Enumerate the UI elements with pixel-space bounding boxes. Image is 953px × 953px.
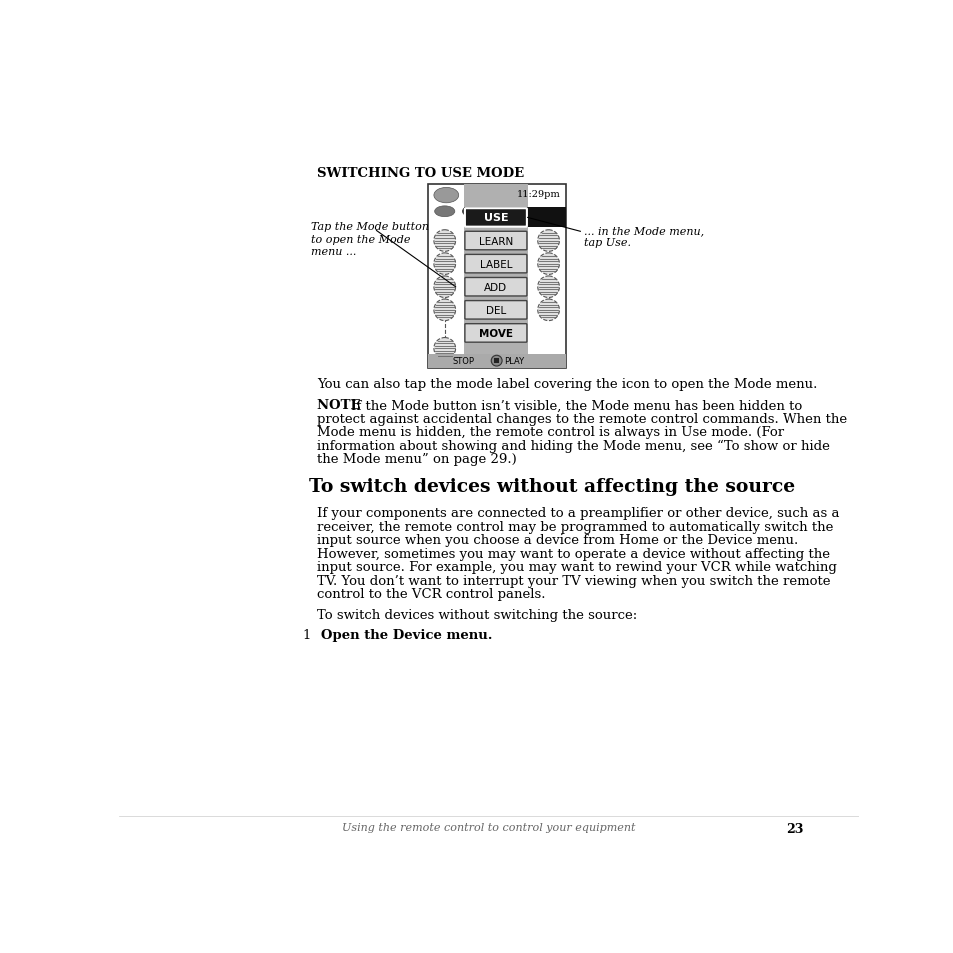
Text: tap Use.: tap Use.: [583, 238, 631, 248]
FancyBboxPatch shape: [427, 185, 565, 368]
Circle shape: [537, 276, 558, 298]
FancyBboxPatch shape: [464, 209, 526, 228]
Bar: [494, 359, 498, 364]
Text: To switch devices without switching the source:: To switch devices without switching the …: [316, 609, 637, 621]
Circle shape: [434, 231, 456, 252]
Ellipse shape: [435, 207, 455, 217]
Text: information about showing and hiding the Mode menu, see “To show or hide: information about showing and hiding the…: [316, 439, 829, 453]
FancyBboxPatch shape: [464, 232, 526, 251]
Text: To switch devices without affecting the source: To switch devices without affecting the …: [309, 477, 795, 496]
Text: STOP: STOP: [453, 356, 475, 366]
Circle shape: [537, 253, 558, 275]
FancyBboxPatch shape: [464, 301, 526, 320]
FancyBboxPatch shape: [464, 255, 526, 274]
Text: If the Mode button isn’t visible, the Mode menu has been hidden to: If the Mode button isn’t visible, the Mo…: [351, 399, 801, 412]
Text: protect against accidental changes to the remote control commands. When the: protect against accidental changes to th…: [316, 413, 846, 425]
Text: the Mode menu” on page 29.): the Mode menu” on page 29.): [316, 453, 517, 466]
Text: 23: 23: [785, 822, 802, 835]
Text: NOTE: NOTE: [316, 399, 378, 412]
Circle shape: [434, 300, 456, 321]
Text: LABEL: LABEL: [479, 259, 512, 270]
Text: ... in the Mode menu,: ... in the Mode menu,: [583, 226, 703, 236]
Text: However, sometimes you may want to operate a device without affecting the: However, sometimes you may want to opera…: [316, 547, 829, 560]
Text: Mode menu is hidden, the remote control is always in Use mode. (For: Mode menu is hidden, the remote control …: [316, 426, 783, 439]
Circle shape: [537, 231, 558, 252]
FancyBboxPatch shape: [464, 324, 526, 343]
Text: ADD: ADD: [484, 282, 507, 293]
Circle shape: [462, 208, 470, 216]
Text: TV. You don’t want to interrupt your TV viewing when you switch the remote: TV. You don’t want to interrupt your TV …: [316, 574, 829, 587]
Text: MOVE: MOVE: [478, 329, 513, 338]
Bar: [464, 185, 527, 355]
Text: menu ...: menu ...: [311, 247, 356, 256]
Bar: [427, 355, 565, 368]
Circle shape: [434, 276, 456, 298]
FancyBboxPatch shape: [464, 278, 526, 296]
Circle shape: [434, 338, 456, 359]
Bar: [464, 208, 565, 228]
Circle shape: [491, 355, 501, 367]
Text: DEL: DEL: [485, 306, 505, 315]
Text: LEARN: LEARN: [478, 236, 513, 246]
Text: Open the Device menu.: Open the Device menu.: [320, 628, 492, 641]
Text: 11:29pm: 11:29pm: [517, 190, 560, 199]
Circle shape: [537, 300, 558, 321]
Text: 1: 1: [303, 628, 311, 641]
Text: input source when you choose a device from Home or the Device menu.: input source when you choose a device fr…: [316, 534, 798, 547]
Text: input source. For example, you may want to rewind your VCR while watching: input source. For example, you may want …: [316, 560, 836, 574]
Text: receiver, the remote control may be programmed to automatically switch the: receiver, the remote control may be prog…: [316, 520, 832, 533]
Text: Tap the Mode button: Tap the Mode button: [311, 222, 429, 232]
Text: PLAY: PLAY: [504, 356, 524, 366]
Text: You can also tap the mode label covering the icon to open the Mode menu.: You can also tap the mode label covering…: [316, 377, 817, 391]
Text: USE: USE: [483, 213, 508, 223]
Text: Using the remote control to control your equipment: Using the remote control to control your…: [342, 822, 635, 832]
Circle shape: [434, 253, 456, 275]
Text: control to the VCR control panels.: control to the VCR control panels.: [316, 587, 545, 600]
Ellipse shape: [434, 188, 458, 204]
Text: to open the Mode: to open the Mode: [311, 234, 411, 244]
Text: If your components are connected to a preamplifier or other device, such as a: If your components are connected to a pr…: [316, 507, 839, 519]
Text: SWITCHING TO USE MODE: SWITCHING TO USE MODE: [316, 167, 523, 180]
